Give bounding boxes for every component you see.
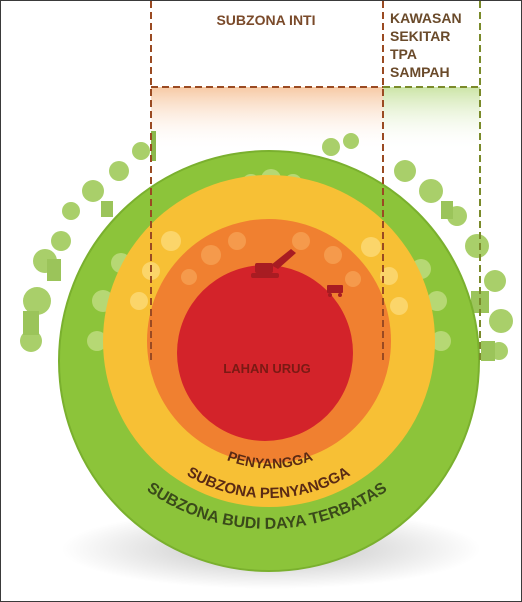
circle-landfill [177, 265, 353, 441]
around-band [383, 87, 480, 151]
label-landfill: LAHAN URUG [223, 361, 310, 376]
truck-icon [327, 285, 343, 297]
header-around-line-3: TPA [390, 46, 417, 62]
excavator-icon [251, 249, 296, 278]
header-around-line-4: SAMPAH [390, 64, 450, 80]
label-buffer: PENYANGGA [225, 448, 314, 472]
vegetation-left [20, 131, 156, 352]
header-around-line-2: SEKITAR [390, 28, 450, 44]
header-core-label: SUBZONA INTI [216, 12, 315, 28]
header-around-line-1: KAWASAN [390, 10, 462, 26]
trees-buffer [181, 232, 361, 287]
vegetation-right [322, 133, 513, 361]
